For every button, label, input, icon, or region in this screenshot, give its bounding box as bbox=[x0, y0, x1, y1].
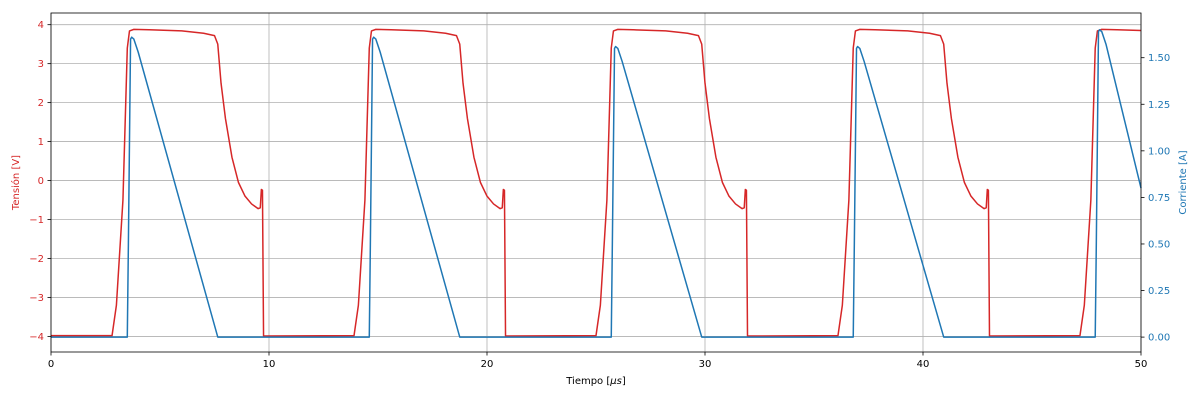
voltage-series-line bbox=[51, 28, 1142, 337]
x-tick-label: 40 bbox=[917, 359, 930, 370]
grid bbox=[50, 13, 1142, 352]
plot-lines bbox=[51, 28, 1142, 338]
y-left-tick-label: −3 bbox=[29, 293, 44, 304]
y-left-tick-label: 1 bbox=[38, 137, 44, 148]
x-tick-label: 0 bbox=[48, 359, 54, 370]
y-left-tick-label: 0 bbox=[38, 176, 44, 187]
y-right-tick-label: 1.00 bbox=[1148, 146, 1170, 157]
plot-frame bbox=[50, 12, 1142, 353]
x-axis: 0 10 20 30 40 50 bbox=[48, 352, 1148, 370]
y-left-tick-label: −1 bbox=[29, 215, 44, 226]
x-tick-label: 20 bbox=[481, 359, 494, 370]
y-right-tick-label: 1.25 bbox=[1148, 100, 1170, 111]
y-left-tick-label: −2 bbox=[29, 254, 44, 265]
x-tick-label: 50 bbox=[1135, 359, 1148, 370]
y-right-tick-label: 1.50 bbox=[1148, 53, 1170, 64]
x-tick-label: 10 bbox=[263, 359, 276, 370]
y-left-tick-label: 2 bbox=[38, 98, 44, 109]
current-series-line bbox=[51, 29, 1142, 338]
y-left-tick-label: −4 bbox=[29, 332, 44, 343]
y-right-tick-label: 0.50 bbox=[1148, 239, 1170, 250]
y-left-axis-label: Tensión [V] bbox=[10, 155, 22, 211]
y-axis-left: −4 −3 −2 −1 0 1 2 3 4 bbox=[29, 20, 51, 343]
y-left-tick-label: 4 bbox=[38, 20, 44, 31]
y-right-tick-label: 0.25 bbox=[1148, 286, 1170, 297]
y-left-tick-label: 3 bbox=[38, 59, 44, 70]
y-axis-right: 0.00 0.25 0.50 0.75 1.00 1.25 1.50 bbox=[1141, 53, 1170, 344]
x-axis-label: Tiempo [μs] bbox=[565, 376, 626, 387]
x-tick-label: 30 bbox=[699, 359, 712, 370]
y-right-axis-label: Corriente [A] bbox=[1178, 150, 1189, 214]
y-right-tick-label: 0.00 bbox=[1148, 333, 1170, 344]
y-right-tick-label: 0.75 bbox=[1148, 193, 1170, 204]
